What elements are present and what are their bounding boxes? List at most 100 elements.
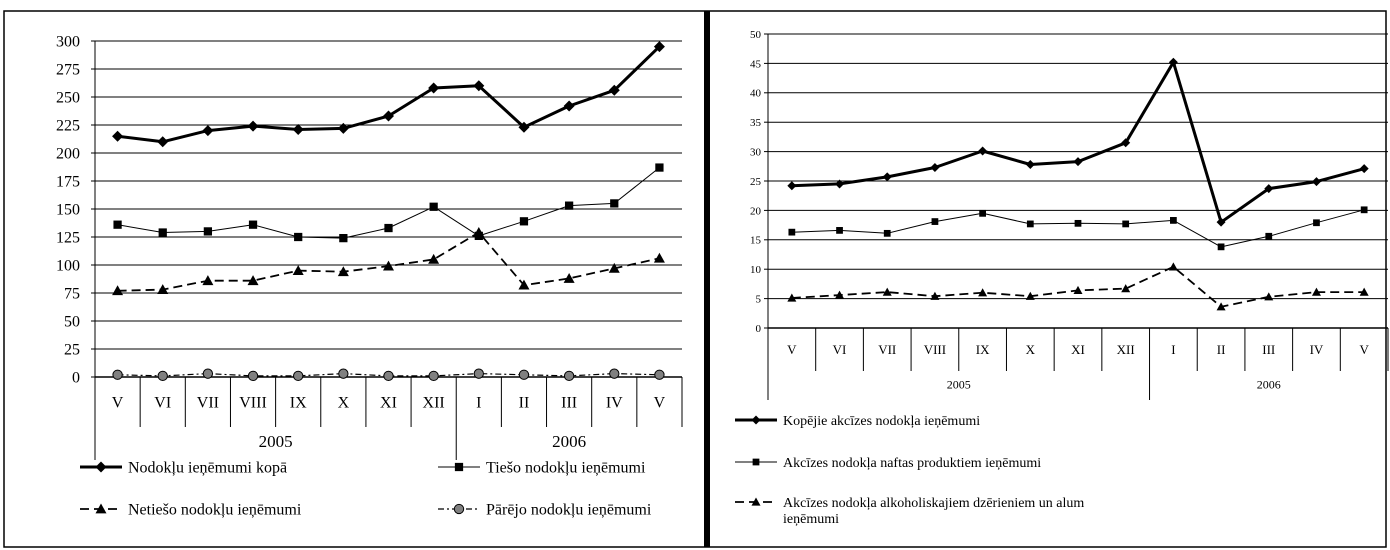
y-tick-label: 0 [756,323,762,335]
data-point [978,288,988,297]
data-point [1073,157,1083,167]
data-point [157,136,169,148]
data-point [337,122,349,134]
x-tick-label: V [112,395,124,412]
y-tick-label: 125 [56,230,80,247]
y-tick-label: 20 [750,205,762,217]
data-point [157,284,169,295]
y-tick-label: 200 [56,146,80,163]
data-point [563,370,575,382]
data-point [473,80,485,92]
data-point [836,227,843,234]
x-tick-label: VIII [239,395,267,412]
legend-marker [453,503,465,515]
data-point [1074,219,1082,227]
data-point [248,220,258,229]
y-tick-label: 25 [750,176,762,188]
data-point [654,369,665,380]
data-point [158,228,167,237]
data-point [1168,262,1178,271]
data-point [203,227,213,236]
x-tick-label: III [1262,342,1275,357]
data-point [428,82,440,94]
y-tick-label: 225 [56,118,80,135]
data-point [339,233,348,243]
legend-entry: Akcīzes nodokļa naftas produktiem ieņēmu… [735,456,1041,471]
data-point [473,227,485,237]
data-point [1216,217,1226,227]
x-tick-label: IV [1310,342,1324,357]
data-point [1360,206,1368,214]
legend-marker [752,458,760,466]
data-point [202,368,214,379]
legend-label-line: ieņēmumi [783,512,839,527]
data-point [473,368,484,379]
y-tick-label: 25 [64,342,80,359]
series-1 [787,57,1369,227]
y-tick-label: 250 [56,90,80,107]
y-tick-label: 275 [56,62,80,79]
data-point [563,272,575,283]
data-point [383,260,394,271]
data-point [1121,138,1131,148]
x-tick-label: IV [606,395,623,412]
series-3 [787,262,1369,311]
data-point [518,279,530,290]
data-point [564,201,574,210]
data-point [384,223,393,233]
x-tick-label: III [561,395,577,412]
series-line [117,45,661,144]
legend-entry: Nodokļu ieņēmumi kopā [80,460,287,477]
data-point [1264,184,1274,194]
data-point [428,370,439,382]
data-point [1025,160,1035,170]
series-line [791,209,1365,248]
data-point [1122,220,1130,228]
y-tick-label: 30 [750,146,762,158]
data-point [383,370,394,382]
legend-label: Kopējie akcīzes nodokļa ieņēmumi [783,414,980,429]
legend-entry: Netiešo nodokļu ieņēmumi [80,502,302,519]
data-point [292,123,304,135]
data-point [383,110,394,122]
legend-label: Akcīzes nodokļa naftas produktiem ieņēmu… [783,456,1041,471]
y-tick-label: 15 [750,235,762,247]
data-point [1359,287,1369,296]
data-point [112,369,123,380]
data-point [202,125,214,137]
data-point [202,275,214,286]
data-point [978,146,988,156]
x-tick-label: XI [1071,342,1085,357]
y-tick-label: 50 [64,314,80,331]
legend-label: Pārējo nodokļu ieņēmumi [486,502,652,519]
x-tick-label: IX [976,342,990,357]
data-point [979,209,986,217]
y-tick-label: 75 [64,286,80,303]
series-2 [788,206,1368,251]
data-point [883,229,891,237]
y-tick-label: 35 [750,117,762,129]
data-point [157,370,168,382]
data-point [1073,285,1083,294]
figure-frame [3,10,1387,548]
data-point [247,275,259,286]
x-tick-label: I [1171,342,1175,357]
data-point [429,202,438,211]
data-point [608,84,620,96]
data-point [247,370,259,382]
data-point [655,163,664,172]
data-point [653,252,665,263]
series-3 [112,227,665,296]
legend-marker [751,497,761,506]
data-point [563,100,575,112]
series-1 [112,41,665,148]
data-point [1264,292,1274,301]
data-point [1025,291,1035,300]
data-point [1359,164,1369,174]
data-point [930,291,940,300]
x-tick-label: V [654,395,666,412]
legend-label: Tiešo nodokļu ieņēmumi [486,460,646,477]
data-point [787,293,797,302]
data-point [247,120,259,132]
